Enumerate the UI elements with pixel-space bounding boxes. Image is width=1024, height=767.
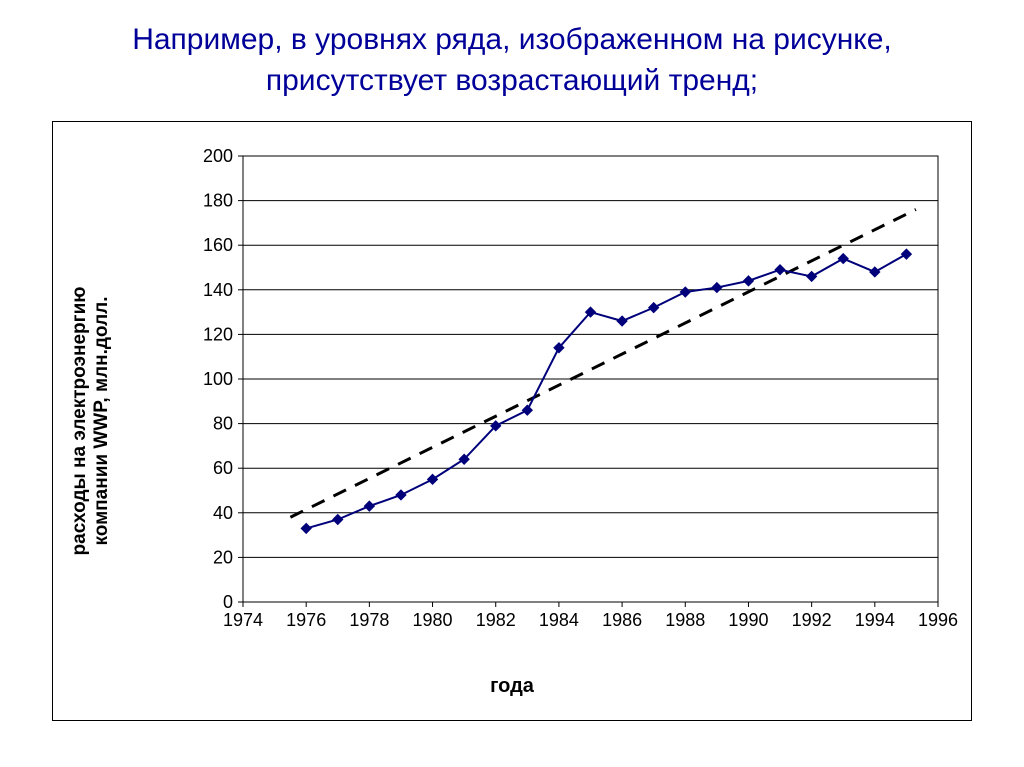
y-tick-label: 80 (213, 414, 233, 434)
x-tick-label: 1976 (286, 610, 326, 630)
y-tick-label: 160 (203, 235, 233, 255)
slide-title: Например, в уровнях ряда, изображенном н… (52, 20, 972, 101)
x-tick-label: 1978 (349, 610, 389, 630)
y-tick-label: 60 (213, 458, 233, 478)
y-tick-label: 200 (203, 146, 233, 166)
x-tick-label: 1984 (539, 610, 579, 630)
x-axis-label: года (53, 675, 971, 698)
x-tick-label: 1982 (476, 610, 516, 630)
x-tick-label: 1980 (413, 610, 453, 630)
slide: Например, в уровнях ряда, изображенном н… (0, 0, 1024, 767)
y-tick-label: 180 (203, 191, 233, 211)
y-tick-label: 0 (223, 592, 233, 612)
chart-container: расходы на электроэнергию компании WWP, … (52, 121, 972, 721)
chart-svg: 0 20 40 60 80 100 120 140 160 180 200 1974 1976 1978 1… (53, 122, 973, 722)
y-tick-label: 40 (213, 503, 233, 523)
y-tick-label: 100 (203, 369, 233, 389)
x-tick-label: 1988 (665, 610, 705, 630)
y-axis-label-line2: компании WWP, млн.долл. (91, 297, 112, 546)
y-tick-label: 20 (213, 547, 233, 567)
x-tick-label: 1974 (223, 610, 263, 630)
x-tick-label: 1990 (728, 610, 768, 630)
x-tick-label: 1986 (602, 610, 642, 630)
x-tick-label: 1996 (918, 610, 958, 630)
x-tick-label: 1992 (792, 610, 832, 630)
y-tick-label: 140 (203, 280, 233, 300)
y-tick-label: 120 (203, 324, 233, 344)
y-axis-label-line1: расходы на электроэнергию (69, 287, 90, 556)
x-tick-label: 1994 (855, 610, 895, 630)
